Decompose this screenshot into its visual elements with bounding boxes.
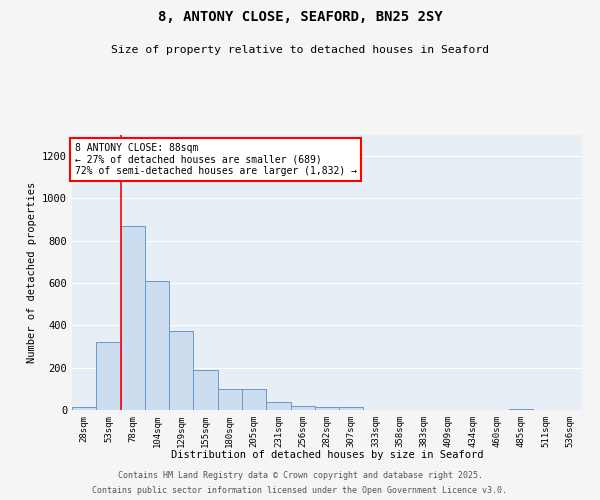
Bar <box>218 389 242 410</box>
Text: Contains HM Land Registry data © Crown copyright and database right 2025.: Contains HM Land Registry data © Crown c… <box>118 471 482 480</box>
Bar <box>242 389 266 410</box>
Bar <box>509 409 533 410</box>
Text: Size of property relative to detached houses in Seaford: Size of property relative to detached ho… <box>111 45 489 55</box>
Bar <box>315 407 339 410</box>
Text: 8, ANTONY CLOSE, SEAFORD, BN25 2SY: 8, ANTONY CLOSE, SEAFORD, BN25 2SY <box>158 10 442 24</box>
Bar <box>169 330 193 410</box>
Bar <box>145 281 169 410</box>
Bar <box>121 226 145 410</box>
Bar <box>339 407 364 410</box>
Bar <box>290 406 315 410</box>
Bar <box>72 407 96 410</box>
Text: Distribution of detached houses by size in Seaford: Distribution of detached houses by size … <box>171 450 483 460</box>
Y-axis label: Number of detached properties: Number of detached properties <box>26 182 37 363</box>
Bar <box>266 402 290 410</box>
Bar <box>96 342 121 410</box>
Bar <box>193 370 218 410</box>
Text: 8 ANTONY CLOSE: 88sqm
← 27% of detached houses are smaller (689)
72% of semi-det: 8 ANTONY CLOSE: 88sqm ← 27% of detached … <box>74 143 356 176</box>
Text: Contains public sector information licensed under the Open Government Licence v3: Contains public sector information licen… <box>92 486 508 495</box>
